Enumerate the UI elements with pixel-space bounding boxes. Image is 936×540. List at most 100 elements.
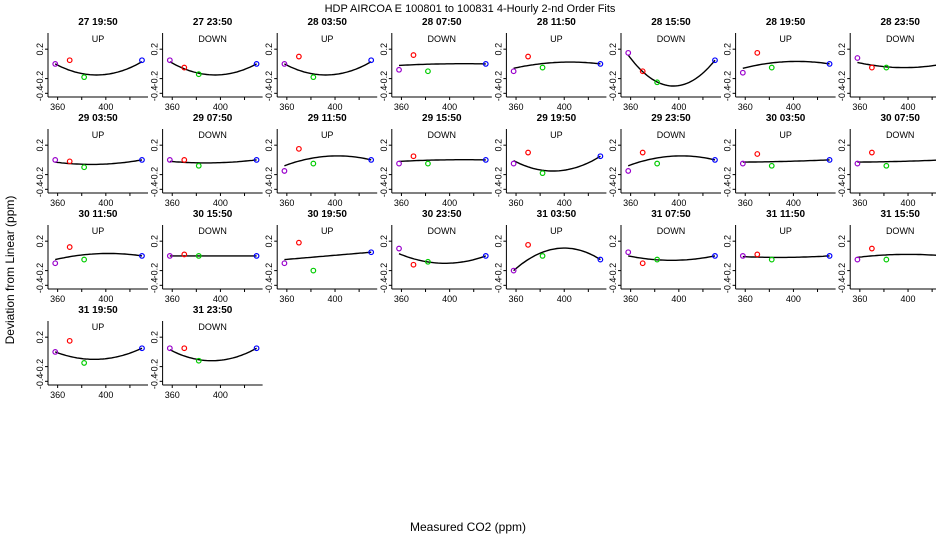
panel-title: 31 11:50 — [766, 209, 805, 220]
data-point — [654, 256, 661, 263]
x-tick-label: 400 — [213, 390, 228, 400]
panel-title: 30 15:50 — [193, 209, 233, 220]
data-point — [654, 79, 661, 86]
panel-title: 31 03:50 — [537, 209, 577, 220]
panel-title: 27 19:50 — [78, 17, 118, 28]
data-point — [826, 60, 833, 67]
y-tick-label: -0.4 — [379, 278, 389, 294]
panel-direction-label: DOWN — [657, 226, 686, 236]
y-tick-label: -0.2 — [723, 167, 733, 183]
panel: 29 15:50 DOWN -0.4-0.2 0.2 360 400 — [379, 113, 492, 208]
panel: 30 11:50 UP -0.4-0.2 0.2 360 400 — [35, 209, 148, 304]
data-point — [139, 345, 145, 352]
panel-direction-label: UP — [321, 34, 334, 44]
x-tick-label: 400 — [213, 102, 228, 112]
panel: 29 11:50 UP -0.4-0.2 0.2 360 400 — [264, 113, 378, 208]
fit-curve — [398, 63, 486, 67]
y-tick-label: -0.2 — [35, 263, 45, 279]
panel: 29 23:50 DOWN -0.4-0.2 0.2 360 400 — [608, 113, 721, 208]
y-tick-label: 0.2 — [493, 235, 503, 248]
panel-direction-label: UP — [779, 226, 792, 236]
y-tick-label: 0.2 — [264, 139, 274, 152]
data-point — [281, 60, 288, 67]
data-point — [768, 64, 775, 71]
panel-direction-label: UP — [321, 130, 334, 140]
y-tick-label: -0.4 — [608, 182, 618, 198]
data-point — [195, 162, 202, 169]
y-tick-label: -0.2 — [723, 263, 733, 279]
data-point — [66, 57, 73, 64]
y-tick-label: -0.4 — [35, 182, 45, 198]
panel-direction-label: UP — [92, 130, 105, 140]
y-tick-label: -0.4 — [837, 182, 847, 198]
data-point — [181, 345, 188, 352]
panel: 31 07:50 DOWN -0.4-0.2 0.2 360 400 — [608, 209, 721, 304]
panel-direction-label: DOWN — [428, 226, 457, 236]
panel-title: 29 19:50 — [537, 113, 577, 124]
panel-title: 30 07:50 — [880, 113, 920, 124]
data-point — [166, 156, 173, 163]
y-tick-label: -0.2 — [150, 263, 160, 279]
y-tick-label: -0.4 — [837, 86, 847, 102]
data-point — [739, 252, 746, 259]
y-tick-label: -0.4 — [723, 278, 733, 294]
data-point — [166, 57, 173, 64]
y-tick-label: -0.2 — [493, 71, 503, 87]
fit-curve — [398, 159, 486, 163]
panel-title: 31 23:50 — [193, 305, 233, 316]
y-tick-label: 0.2 — [150, 235, 160, 248]
y-tick-label: 0.2 — [493, 139, 503, 152]
data-point — [868, 64, 875, 71]
x-tick-label: 400 — [557, 294, 572, 304]
panel-direction-label: DOWN — [428, 34, 457, 44]
y-tick-label: 0.2 — [493, 43, 503, 56]
panel-direction-label: DOWN — [198, 226, 227, 236]
panel: 28 15:50 DOWN -0.4-0.2 0.2 360 400 — [608, 17, 721, 112]
data-point — [425, 68, 431, 75]
panel: 28 23:50 DOWN -0.4-0.2 0.2 360 400 — [837, 17, 936, 112]
panel: 30 23:50 DOWN -0.4-0.2 0.2 360 400 — [379, 209, 492, 304]
panel-direction-label: UP — [92, 34, 105, 44]
x-tick-label: 400 — [98, 102, 113, 112]
x-tick-label: 360 — [165, 294, 180, 304]
data-point — [425, 160, 431, 167]
data-point — [166, 252, 173, 259]
data-point — [396, 66, 402, 73]
panel-title: 29 15:50 — [422, 113, 462, 124]
data-point — [639, 260, 646, 267]
data-point — [654, 160, 661, 167]
y-tick-label: -0.2 — [837, 167, 847, 183]
y-tick-label: -0.4 — [35, 278, 45, 294]
panel-title: 28 11:50 — [537, 17, 576, 28]
data-point — [281, 168, 288, 174]
panel-title: 29 07:50 — [193, 113, 233, 124]
y-tick-label: 0.2 — [723, 235, 733, 248]
panel-title: 27 23:50 — [193, 17, 233, 28]
fit-curve — [54, 347, 143, 360]
fit-curve — [398, 253, 487, 264]
fit-curve — [513, 247, 601, 272]
data-point — [883, 162, 890, 169]
x-tick-label: 360 — [852, 102, 867, 112]
y-tick-label: -0.2 — [150, 359, 160, 375]
panel-direction-label: UP — [779, 130, 792, 140]
y-tick-label: -0.4 — [150, 278, 160, 294]
y-tick-label: -0.4 — [608, 278, 618, 294]
fit-curve — [284, 155, 372, 167]
panel-title: 31 19:50 — [78, 305, 118, 316]
data-point — [281, 260, 288, 267]
x-tick-label: 400 — [786, 294, 801, 304]
data-point — [768, 256, 775, 263]
data-point — [425, 258, 431, 265]
panel-direction-label: DOWN — [198, 34, 227, 44]
panel: 31 03:50 UP -0.4-0.2 0.2 360 400 — [493, 209, 607, 304]
data-point — [410, 153, 417, 160]
panel-title: 30 19:50 — [307, 209, 347, 220]
y-tick-label: 0.2 — [35, 331, 45, 344]
y-tick-label: 0.2 — [608, 43, 618, 56]
fit-curve — [742, 60, 830, 69]
y-tick-label: 0.2 — [837, 235, 847, 248]
x-tick-label: 400 — [671, 198, 686, 208]
fit-curve — [627, 54, 716, 87]
